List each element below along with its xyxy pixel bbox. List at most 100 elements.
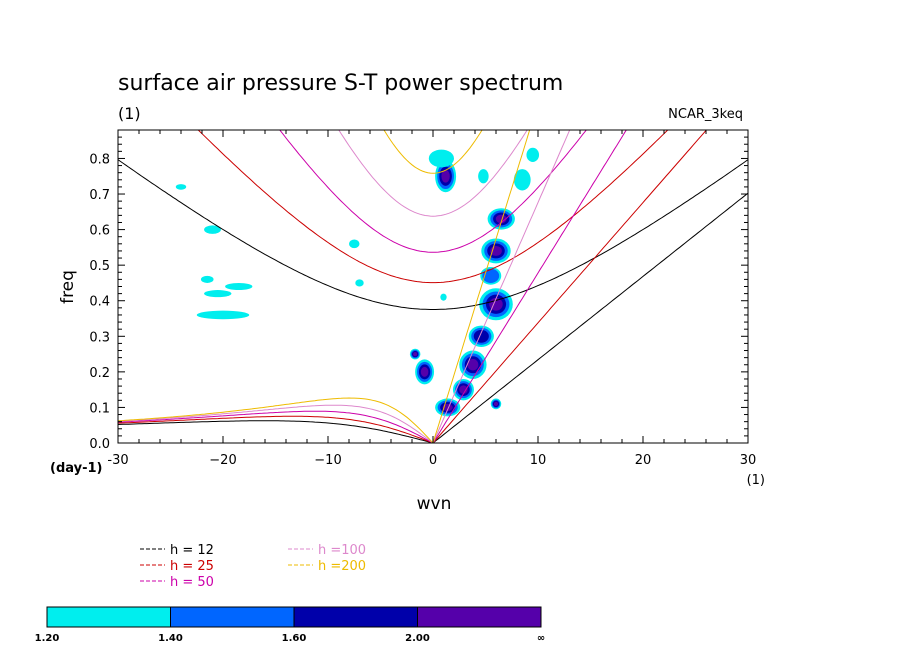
peak-17: [204, 290, 232, 298]
chart-subtitle: (1): [118, 104, 141, 123]
peak-0-level-3: [441, 169, 450, 183]
rossby-curve-2: [118, 410, 434, 443]
peak-8-level-3: [459, 385, 468, 394]
peak-21: [200, 275, 214, 283]
peak-13-level-0: [513, 169, 531, 191]
colorbar-label-4: ∞: [537, 633, 545, 644]
legend-label-4: h =200: [318, 559, 366, 574]
peak-9: [435, 398, 461, 417]
peak-24-level-0: [440, 293, 447, 301]
rossby-curve-3: [118, 404, 434, 443]
peak-15: [478, 169, 489, 184]
peak-0: [435, 160, 457, 193]
rossby-curve-4: [118, 397, 434, 443]
y-tick-label-2: 0.2: [89, 366, 110, 381]
y-unit-label: (day-1): [50, 461, 102, 476]
x-tick-label-6: 30: [740, 453, 757, 468]
colorbar-label-2: 1.60: [282, 633, 307, 644]
x-tick-label-1: −20: [209, 453, 236, 468]
peak-12: [490, 398, 502, 410]
kelvin-curve-3: [432, 130, 571, 443]
colorbar-swatch-0: [46, 606, 171, 628]
peak-13: [513, 169, 531, 191]
plot-frame: [117, 129, 749, 444]
legend-label-3: h =100: [318, 543, 366, 558]
peak-19-level-0: [204, 225, 221, 234]
y-tick-label-8: 0.8: [89, 152, 110, 167]
peak-19: [204, 225, 221, 234]
y-tick-label-6: 0.6: [89, 224, 110, 239]
colorbar-label-3: 2.00: [405, 633, 430, 644]
peak-16: [196, 310, 250, 320]
x-tick-label-5: 20: [635, 453, 652, 468]
axis-ticks: -30 −20 −10 0 10 20 30 0.0 0.1 0.2 0.3 0.4 0.5 0.6 0.7…: [89, 130, 756, 468]
peak-18-level-0: [225, 282, 253, 291]
colorbar-swatch-2: [293, 606, 418, 628]
gravity-curve-2: [279, 130, 587, 253]
peak-9-level-3: [442, 403, 453, 411]
kelvin-curve-1: [432, 130, 708, 443]
x-tick-label-3: 0: [429, 453, 437, 468]
peak-1: [428, 149, 454, 168]
peak-6: [468, 325, 494, 347]
peak-14-level-0: [526, 147, 540, 163]
x-tick-label-2: −10: [314, 453, 341, 468]
peak-15-level-0: [478, 169, 489, 184]
rossby-curve-0: [118, 420, 434, 443]
peak-5: [479, 288, 513, 321]
colorbar-swatch-3: [417, 606, 542, 628]
spectral-power-contours: [175, 147, 540, 417]
peak-20: [175, 184, 187, 190]
run-label: NCAR_3keq: [668, 107, 743, 122]
gravity-curve-1: [197, 130, 669, 284]
legend-label-0: h = 12: [170, 543, 214, 558]
peak-10: [415, 359, 435, 385]
y-tick-label-0: 0.0: [89, 437, 110, 452]
peak-20-level-0: [175, 184, 187, 190]
gravity-curve-3: [338, 130, 528, 217]
colorbar: 1.20 1.40 1.60 2.00 ∞: [35, 606, 545, 644]
peak-18: [225, 282, 253, 291]
y-tick-label-7: 0.7: [89, 188, 110, 203]
kelvin-curve-0: [432, 192, 748, 443]
peak-14: [526, 147, 540, 163]
peak-2: [487, 208, 515, 230]
peak-3: [481, 238, 511, 264]
legend-label-2: h = 50: [170, 575, 214, 590]
colorbar-label-0: 1.20: [35, 633, 60, 644]
peak-23: [355, 279, 364, 287]
peak-22: [349, 239, 360, 249]
peak-23-level-0: [355, 279, 364, 287]
peak-4-level-1: [482, 268, 500, 283]
peak-22-level-0: [349, 239, 360, 249]
peak-11-level-3: [413, 351, 418, 357]
kelvin-curve-4: [432, 130, 531, 443]
rossby-curve-1: [118, 415, 434, 443]
peak-12-level-3: [493, 401, 499, 407]
chart-title: surface air pressure S-T power spectrum: [118, 71, 563, 96]
colorbar-swatch-1: [170, 606, 295, 628]
dispersion-curves: [118, 130, 748, 443]
peak-21-level-0: [200, 275, 214, 283]
peak-1-level-0: [428, 149, 454, 168]
peak-17-level-0: [204, 290, 232, 298]
peak-7-level-3: [467, 359, 479, 371]
peak-10-level-3: [420, 366, 429, 377]
peak-2-level-3: [495, 214, 507, 224]
gravity-curve-0: [118, 159, 748, 310]
y-tick-label-3: 0.3: [89, 330, 110, 345]
legend-label-1: h = 25: [170, 559, 214, 574]
x-unit-label: (1): [747, 473, 765, 488]
colorbar-label-1: 1.40: [158, 633, 183, 644]
peak-24: [440, 293, 447, 301]
gravity-curve-4: [383, 130, 483, 174]
y-axis-label: freq: [58, 270, 78, 304]
x-tick-label-4: 10: [530, 453, 547, 468]
peak-6-level-2: [473, 329, 489, 343]
y-tick-label-4: 0.4: [89, 295, 110, 310]
peak-11: [409, 348, 421, 360]
y-tick-label-5: 0.5: [89, 259, 110, 274]
x-axis-label: wvn: [417, 494, 452, 514]
